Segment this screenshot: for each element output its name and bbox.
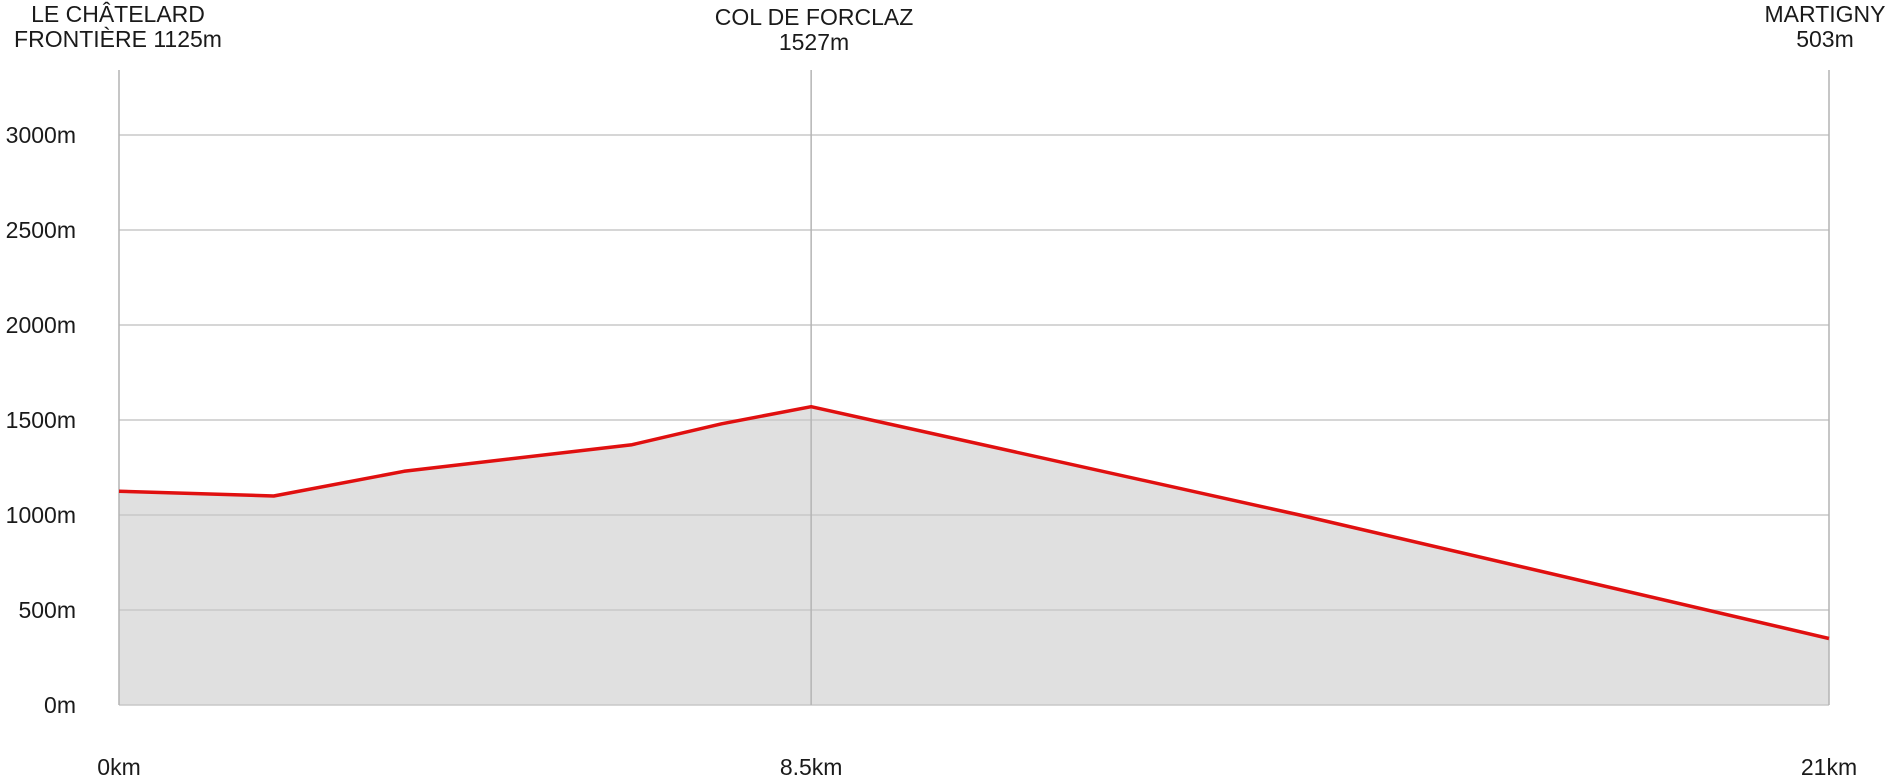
- waypoint-label-start: LE CHÂTELARD FRONTIÈRE 1125m: [14, 2, 222, 52]
- y-tick-label: 500m: [18, 597, 76, 623]
- elevation-area: [119, 406, 1829, 705]
- waypoint-summit-name: COL DE FORCLAZ: [714, 4, 914, 30]
- waypoint-label-end: MARTIGNY 503m: [1765, 2, 1886, 52]
- x-tick-label: 0km: [97, 754, 141, 780]
- y-tick-label: 0m: [44, 692, 76, 718]
- waypoint-end-name: MARTIGNY: [1764, 1, 1886, 27]
- y-tick-label: 2000m: [5, 312, 76, 338]
- waypoint-start-altitude: FRONTIÈRE 1125m: [14, 26, 222, 52]
- waypoint-start-name: LE CHÂTELARD: [31, 1, 205, 27]
- elevation-line: [118, 404, 1830, 641]
- y-tick-label: 1000m: [5, 502, 76, 528]
- x-tick-label: 8.5km: [779, 754, 843, 780]
- y-tick-label: 3000m: [5, 122, 76, 148]
- y-tick-label: 1500m: [5, 407, 76, 433]
- waypoint-label-summit: COL DE FORCLAZ 1527m: [715, 5, 914, 55]
- waypoint-end-altitude: 503m: [1796, 26, 1854, 52]
- y-tick-label: 2500m: [5, 217, 76, 243]
- x-tick-label: 21km: [1800, 754, 1858, 780]
- waypoint-summit-altitude: 1527m: [778, 29, 850, 55]
